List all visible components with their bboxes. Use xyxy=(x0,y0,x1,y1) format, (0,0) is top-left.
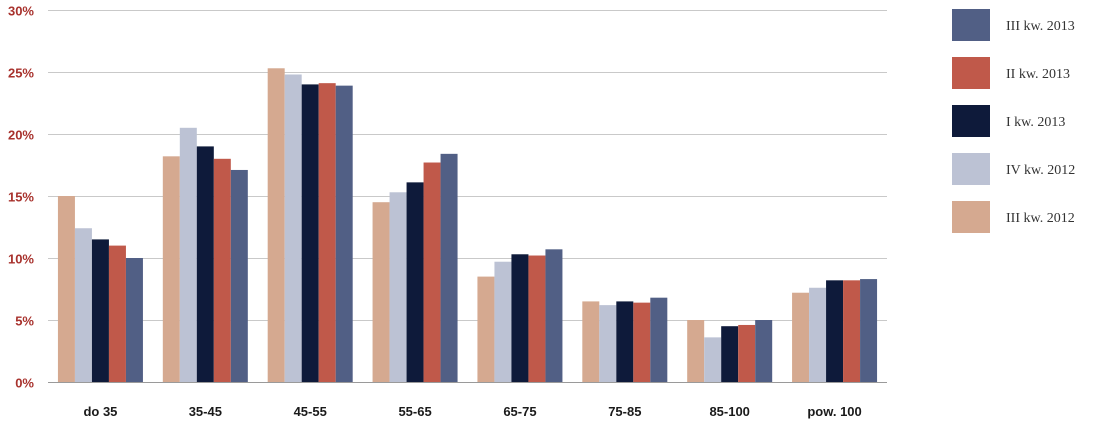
bar xyxy=(633,302,651,382)
bar xyxy=(91,239,109,382)
x-tick-label: 75-85 xyxy=(608,404,641,419)
y-tick-label: 15% xyxy=(8,190,34,205)
x-tick-label: 55-65 xyxy=(398,404,431,419)
bar xyxy=(301,84,319,383)
legend-swatch xyxy=(952,153,990,185)
bar xyxy=(545,249,563,382)
legend-label: III kw. 2012 xyxy=(1006,211,1075,226)
bar xyxy=(860,279,878,382)
bar xyxy=(423,162,441,382)
y-tick-label: 0% xyxy=(15,376,34,391)
bar xyxy=(755,320,773,382)
bar xyxy=(440,153,458,382)
bar xyxy=(57,196,75,382)
legend-swatch xyxy=(952,105,990,137)
x-tick-label: 65-75 xyxy=(503,404,536,419)
legend-label: I kw. 2013 xyxy=(1006,115,1065,130)
bar xyxy=(616,301,634,382)
x-tick-label: pow. 100 xyxy=(807,404,861,419)
bar xyxy=(74,228,92,382)
x-tick-label: 85-100 xyxy=(709,404,749,419)
bar xyxy=(389,192,407,382)
bar xyxy=(196,146,214,382)
legend: III kw. 2013 II kw. 2013 I kw. 2013 IV kw. … xyxy=(952,9,1075,233)
bar xyxy=(372,202,390,382)
legend-swatch xyxy=(952,201,990,233)
bar xyxy=(108,245,126,382)
bar xyxy=(267,68,285,382)
x-axis-ticks: do 35 35-45 45-55 55-65 65-75 75-85 85-100 pow.… xyxy=(83,404,861,419)
y-tick-label: 10% xyxy=(8,252,34,267)
bar xyxy=(843,280,861,382)
bar xyxy=(511,254,529,382)
x-tick-label: do 35 xyxy=(83,404,117,419)
bar xyxy=(738,324,756,382)
bars xyxy=(57,68,878,383)
bar xyxy=(318,83,336,382)
bar xyxy=(477,276,495,382)
bar xyxy=(494,261,512,382)
bar xyxy=(162,156,180,382)
legend-label: II kw. 2013 xyxy=(1006,67,1070,82)
legend-swatch xyxy=(952,57,990,89)
bar xyxy=(650,297,668,382)
bar xyxy=(582,301,600,382)
bar xyxy=(213,158,231,382)
bar xyxy=(230,169,248,382)
y-tick-label: 30% xyxy=(8,4,34,19)
y-tick-label: 25% xyxy=(8,66,34,81)
bar xyxy=(809,287,827,382)
y-tick-label: 20% xyxy=(8,128,34,143)
bar xyxy=(687,320,705,382)
bar xyxy=(284,74,302,382)
bar xyxy=(721,326,739,382)
legend-label: III kw. 2013 xyxy=(1006,19,1075,34)
bar xyxy=(826,280,844,382)
bar xyxy=(335,85,353,382)
bar xyxy=(599,305,617,382)
x-tick-label: 35-45 xyxy=(189,404,222,419)
bar xyxy=(406,182,424,382)
bar xyxy=(704,337,722,382)
bar xyxy=(792,292,810,382)
bar xyxy=(528,255,546,382)
legend-swatch xyxy=(952,9,990,41)
bar xyxy=(179,127,197,382)
x-tick-label: 45-55 xyxy=(294,404,327,419)
legend-label: IV kw. 2012 xyxy=(1006,163,1075,178)
y-axis-ticks: 0% 5% 10% 15% 20% 25% 30% xyxy=(8,4,34,391)
bar xyxy=(125,258,143,382)
y-tick-label: 5% xyxy=(15,314,34,329)
